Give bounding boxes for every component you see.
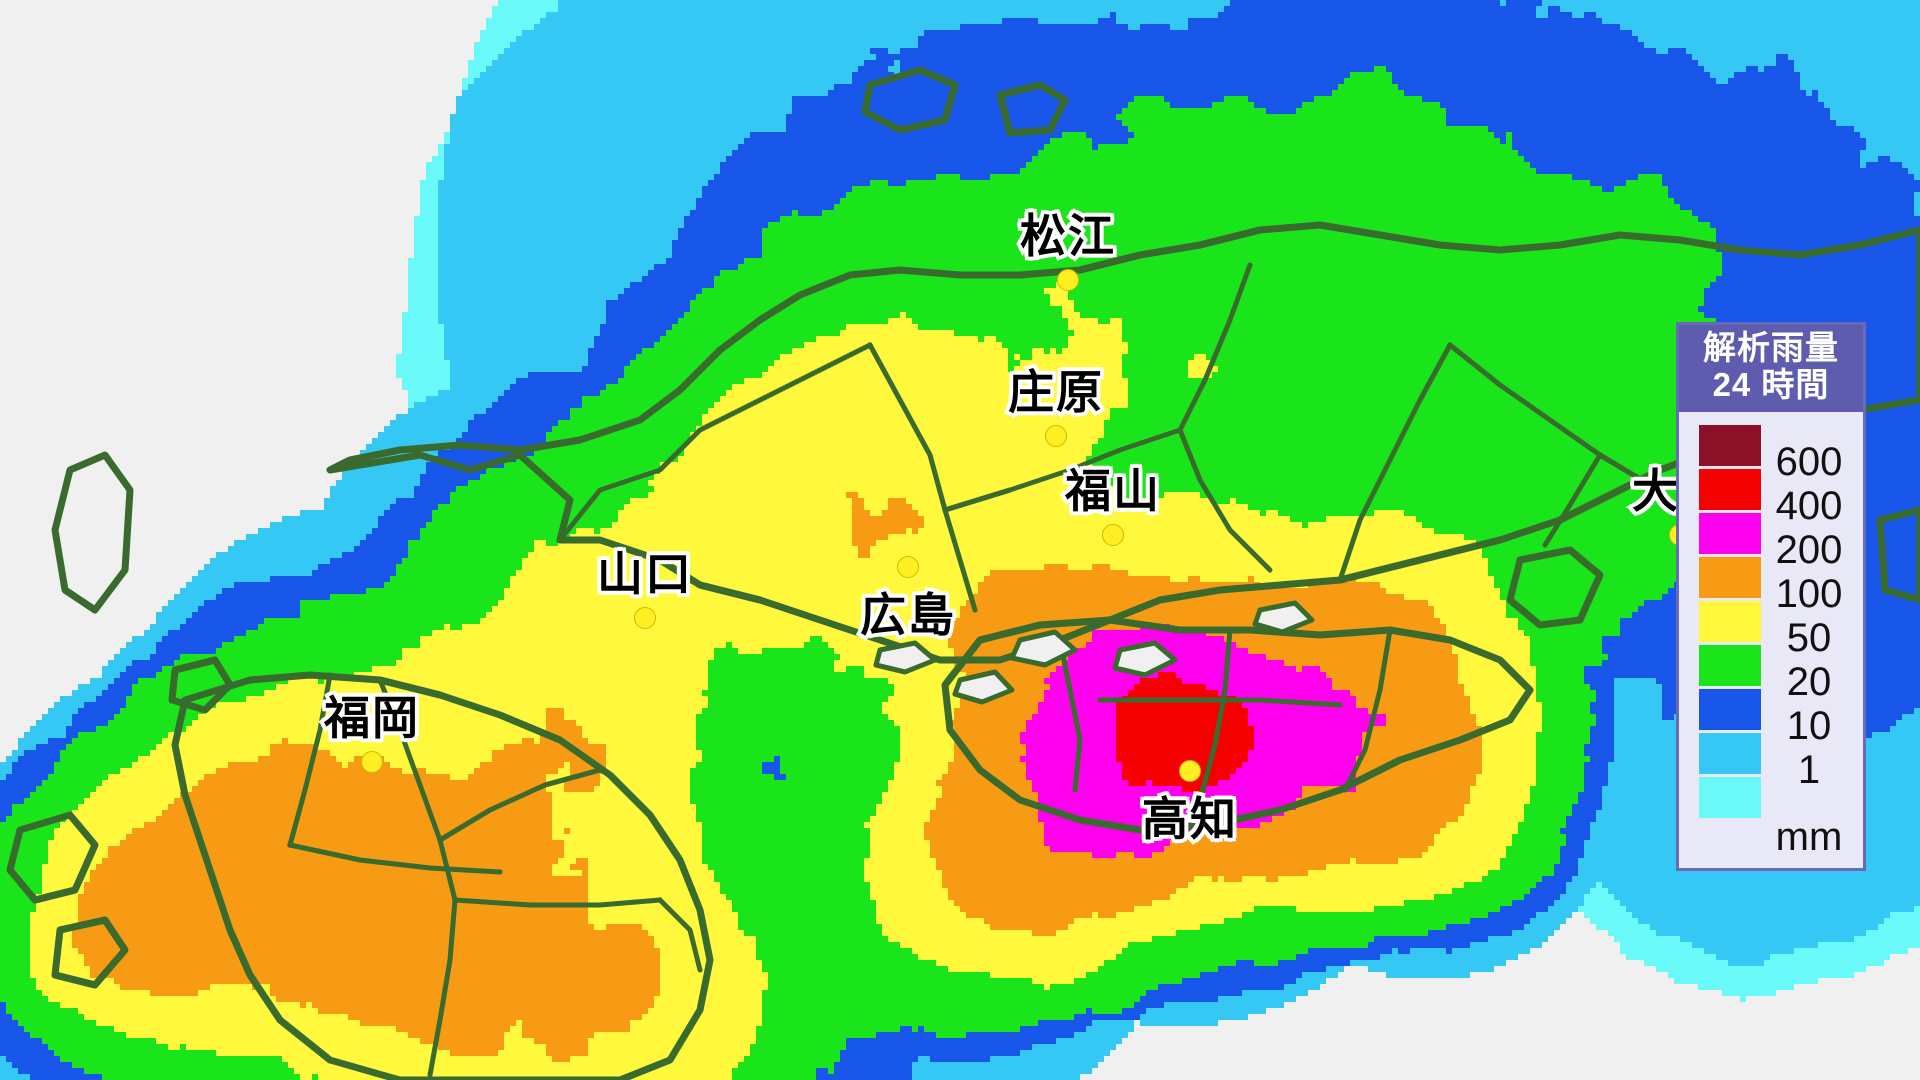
city-dot-icon — [1102, 524, 1124, 546]
city-dot-icon — [1179, 760, 1201, 782]
legend-row: 600 — [1679, 424, 1863, 482]
legend-color-swatch — [1699, 645, 1761, 687]
legend-color-swatch — [1699, 601, 1761, 643]
city-label: 広島 — [857, 586, 958, 645]
legend-row: 50 — [1679, 600, 1863, 658]
city-label: 庄原 — [1005, 363, 1106, 422]
legend-color-swatch — [1699, 733, 1761, 775]
legend-threshold-label: 10 — [1786, 703, 1832, 748]
city-label: 高知 — [1139, 790, 1240, 849]
legend-row: 20 — [1679, 644, 1863, 702]
legend-color-swatch — [1699, 689, 1761, 731]
city-dot-icon — [361, 751, 383, 773]
legend-title-line2: 24 時間 — [1712, 365, 1830, 403]
legend-unit-spacer — [1699, 832, 1761, 842]
legend-threshold-label: 400 — [1775, 483, 1843, 528]
legend-threshold-label: 600 — [1775, 439, 1843, 484]
legend-scale: 600 400 200 100 50 20 10 1 mm — [1679, 412, 1863, 868]
city-dot-icon — [1045, 425, 1067, 447]
legend-threshold-label: 100 — [1775, 571, 1843, 616]
city-dot-icon — [634, 607, 656, 629]
legend-threshold-label: 200 — [1775, 527, 1843, 572]
legend-unit-row: mm — [1679, 814, 1863, 859]
legend-color-swatch — [1699, 777, 1761, 819]
legend-row: 200 — [1679, 512, 1863, 570]
city-dot-icon — [1057, 269, 1079, 291]
legend-row: 1 — [1679, 732, 1863, 790]
city-label: 松江 — [1017, 207, 1118, 266]
city-label: 福岡 — [321, 689, 422, 748]
legend-color-swatch — [1699, 425, 1761, 467]
legend-row: 10 — [1679, 688, 1863, 746]
legend-row: 400 — [1679, 468, 1863, 526]
city-label: 福山 — [1062, 462, 1163, 521]
legend-row: 100 — [1679, 556, 1863, 614]
legend-title-line1: 解析雨量 — [1703, 329, 1839, 366]
legend-row — [1679, 776, 1863, 820]
legend-panel: 解析雨量 24 時間 600 400 200 100 50 20 10 1 mm — [1676, 322, 1866, 871]
legend-threshold-label: 50 — [1786, 615, 1832, 660]
legend-unit-label: mm — [1775, 814, 1843, 859]
legend-threshold-label: 1 — [1797, 747, 1821, 792]
legend-color-swatch — [1699, 469, 1761, 511]
legend-threshold-label: 20 — [1786, 659, 1832, 704]
legend-header: 解析雨量 24 時間 — [1679, 325, 1863, 412]
city-label: 山口 — [594, 545, 695, 604]
legend-color-swatch — [1699, 513, 1761, 555]
city-dot-icon — [897, 556, 919, 578]
legend-color-swatch — [1699, 557, 1761, 599]
